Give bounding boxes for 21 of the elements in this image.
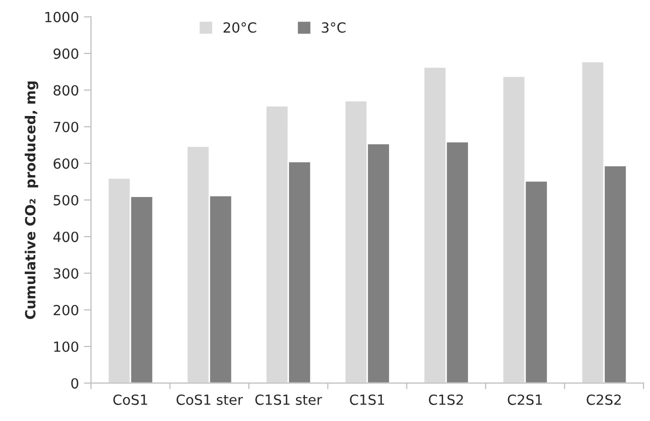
x-tick-label: C2S1 <box>508 394 542 405</box>
y-tick-label: 300 <box>54 268 78 279</box>
y-tick-label: 500 <box>54 194 78 206</box>
legend-label: 3°C <box>322 22 346 33</box>
y-tick-label: 900 <box>54 48 78 59</box>
y-tick-label: 400 <box>53 232 78 242</box>
y-tick-label: 100 <box>54 341 78 352</box>
legend-label: 20°C <box>224 22 256 33</box>
y-tick-label: 700 <box>54 122 78 132</box>
y-tick-label: 1000 <box>45 12 78 22</box>
x-tick-label: CoS1 ster <box>176 394 243 405</box>
x-tick-label: C2S2 <box>586 394 621 405</box>
y-axis-title: Cumulative CO₂ produced, mg <box>24 81 38 319</box>
y-tick-label: 200 <box>54 304 78 316</box>
x-tick-label: C1S2 <box>428 394 463 405</box>
x-tick-label: C1S1 <box>350 394 384 405</box>
x-tick-label: C1S1 ster <box>255 394 322 405</box>
y-tick-label: 0 <box>71 378 78 389</box>
y-tick-label: 800 <box>54 85 78 96</box>
x-tick-label: CoS1 <box>113 394 148 405</box>
y-tick-label: 600 <box>54 158 78 169</box>
